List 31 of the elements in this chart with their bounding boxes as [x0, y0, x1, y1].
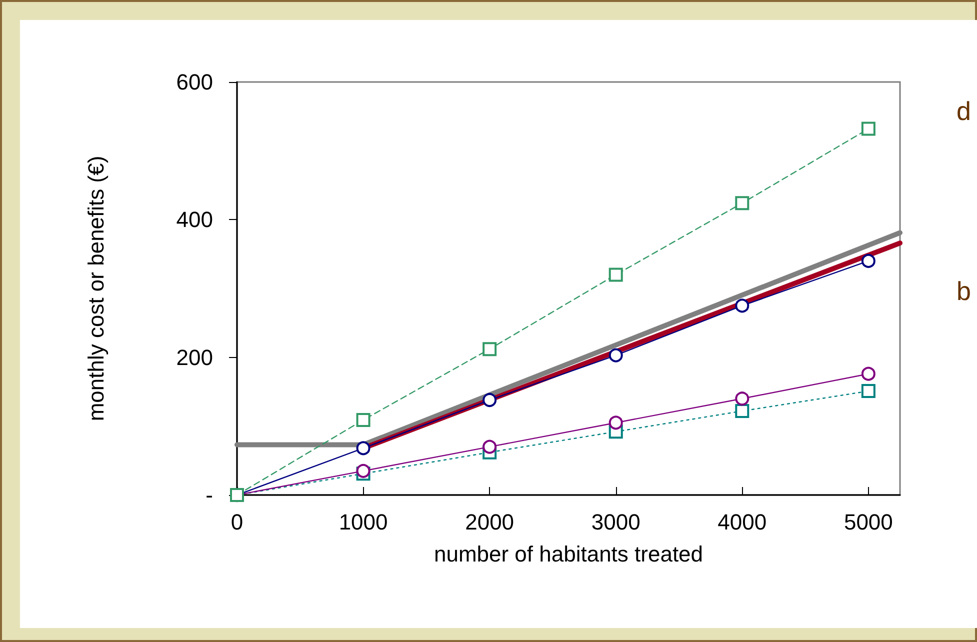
point: [608, 348, 623, 362]
x-tick-label: 3000: [591, 510, 640, 534]
point: [861, 366, 876, 381]
point: [861, 384, 876, 398]
y-tick-label: 600: [176, 70, 213, 94]
x-tick-label: 2000: [465, 510, 514, 534]
point: [735, 392, 750, 406]
point: [608, 416, 623, 430]
point: [861, 122, 876, 136]
text: b: [956, 276, 972, 306]
x-tick-label: 1000: [338, 510, 388, 534]
point: [861, 254, 876, 268]
point: [482, 342, 497, 356]
point: [735, 404, 750, 418]
y-tick-label: 400: [176, 207, 213, 232]
y-tick-label: 200: [176, 344, 213, 370]
text: d: [956, 96, 972, 126]
point: [482, 393, 497, 408]
point: [608, 268, 623, 282]
x-tick-label: 5000: [844, 510, 893, 534]
x-axis-title: number of habitants treated: [434, 542, 704, 566]
x-tick-label: 0: [230, 510, 244, 534]
point: [482, 440, 497, 454]
y-tick-label: -: [206, 482, 213, 508]
point: [356, 464, 370, 478]
point: [735, 298, 750, 313]
point: [356, 441, 370, 456]
point: [735, 196, 750, 210]
x-tick-label: 4000: [718, 510, 767, 534]
point: [356, 412, 370, 427]
y-axis-title: monthly cost or benefits (€): [84, 156, 108, 422]
